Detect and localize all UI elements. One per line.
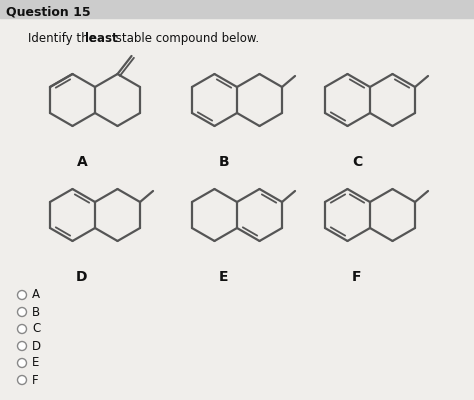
Circle shape — [18, 290, 27, 300]
Text: D: D — [32, 340, 41, 352]
Text: C: C — [32, 322, 40, 336]
Text: A: A — [32, 288, 40, 302]
Text: F: F — [352, 270, 362, 284]
Circle shape — [18, 324, 27, 334]
Text: Question 15: Question 15 — [6, 6, 91, 18]
Text: C: C — [352, 155, 362, 169]
Circle shape — [18, 358, 27, 368]
Text: B: B — [32, 306, 40, 318]
Bar — [0, 0, 474, 18]
Text: B: B — [219, 155, 229, 169]
Text: stable compound below.: stable compound below. — [112, 32, 259, 45]
Circle shape — [18, 308, 27, 316]
Text: E: E — [32, 356, 39, 370]
Text: Identify the: Identify the — [28, 32, 100, 45]
Text: E: E — [219, 270, 229, 284]
Text: F: F — [32, 374, 38, 386]
Circle shape — [18, 376, 27, 384]
Circle shape — [18, 342, 27, 350]
Text: D: D — [76, 270, 88, 284]
Text: A: A — [77, 155, 87, 169]
Text: least: least — [85, 32, 118, 45]
